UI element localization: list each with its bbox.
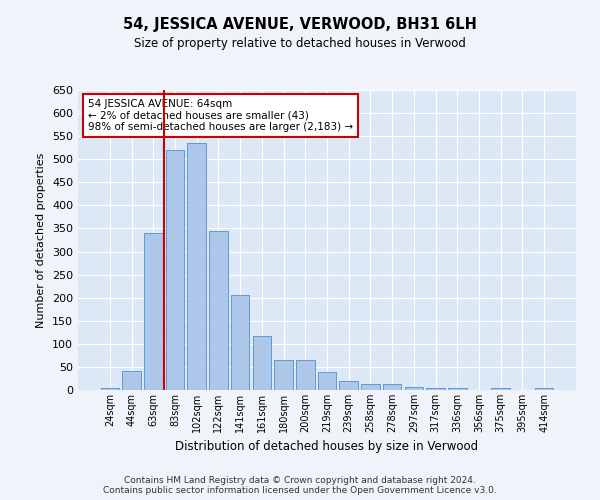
Text: Contains HM Land Registry data © Crown copyright and database right 2024.: Contains HM Land Registry data © Crown c… [124, 476, 476, 485]
Bar [101, 388, 119, 390]
Bar [144, 233, 163, 390]
Bar [404, 387, 423, 390]
Text: 54, JESSICA AVENUE, VERWOOD, BH31 6LH: 54, JESSICA AVENUE, VERWOOD, BH31 6LH [123, 18, 477, 32]
Text: Contains public sector information licensed under the Open Government Licence v3: Contains public sector information licen… [103, 486, 497, 495]
Text: 54 JESSICA AVENUE: 64sqm
← 2% of detached houses are smaller (43)
98% of semi-de: 54 JESSICA AVENUE: 64sqm ← 2% of detache… [88, 99, 353, 132]
Bar [318, 372, 336, 390]
Bar [231, 296, 250, 390]
Bar [253, 336, 271, 390]
Bar [340, 381, 358, 390]
Bar [209, 231, 227, 390]
Bar [361, 384, 380, 390]
Bar [296, 360, 314, 390]
Bar [187, 143, 206, 390]
Bar [166, 150, 184, 390]
Bar [274, 360, 293, 390]
Bar [383, 384, 401, 390]
Y-axis label: Number of detached properties: Number of detached properties [37, 152, 46, 328]
X-axis label: Distribution of detached houses by size in Verwood: Distribution of detached houses by size … [175, 440, 479, 454]
Text: Size of property relative to detached houses in Verwood: Size of property relative to detached ho… [134, 38, 466, 51]
Bar [427, 388, 445, 390]
Bar [448, 388, 467, 390]
Bar [491, 388, 510, 390]
Bar [535, 388, 553, 390]
Bar [122, 370, 141, 390]
